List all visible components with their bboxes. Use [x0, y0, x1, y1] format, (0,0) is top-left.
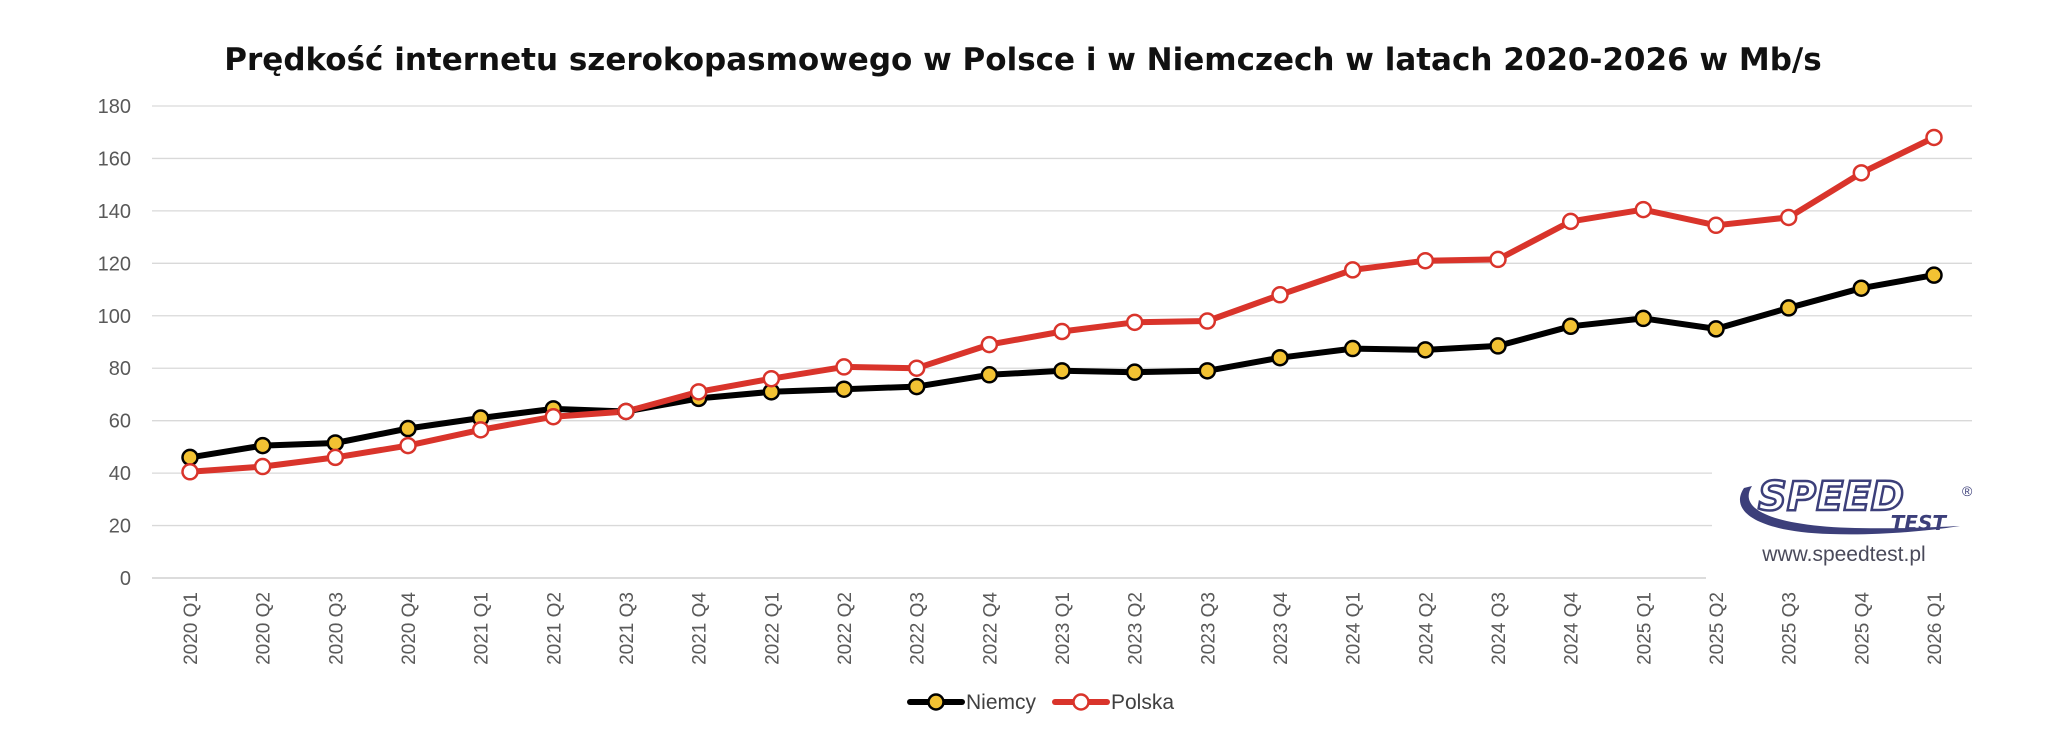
- data-point-niemcy: [1271, 348, 1289, 367]
- data-point-niemcy: [181, 448, 199, 467]
- legend-label-niemcy: Niemcy: [966, 691, 1037, 714]
- data-point-niemcy: [980, 366, 999, 384]
- x-tick-label: 2024 Q3: [1489, 592, 1510, 665]
- data-point-polska: [1852, 164, 1871, 182]
- data-point-niemcy: [1852, 279, 1871, 297]
- y-tick-label: 40: [109, 463, 131, 485]
- y-tick-label: 180: [98, 96, 131, 118]
- x-tick-label: 2022 Q4: [980, 592, 1001, 665]
- y-axis: 0 20 40 60 80 100 120 140 160 180: [98, 96, 131, 590]
- y-tick-label: 120: [98, 253, 131, 275]
- data-point-polska: [1561, 212, 1580, 231]
- data-point-niemcy: [1053, 362, 1071, 380]
- data-point-polska: [1416, 251, 1435, 270]
- data-point-niemcy: [1779, 299, 1798, 317]
- data-point-polska: [1707, 216, 1725, 235]
- data-point-niemcy: [1634, 309, 1653, 328]
- data-point-polska: [326, 448, 345, 467]
- data-point-polska: [762, 369, 781, 388]
- y-tick-label: 100: [98, 306, 131, 328]
- x-tick-label: 2025 Q1: [1634, 592, 1655, 665]
- logo-registered-mark: ®: [1962, 483, 1973, 499]
- series-lines: [187, 134, 1937, 475]
- data-point-polska: [544, 407, 563, 426]
- x-tick-label: 2023 Q3: [1198, 592, 1219, 665]
- data-point-polska: [181, 463, 199, 481]
- data-point-polska: [1271, 286, 1289, 304]
- data-point-polska: [253, 457, 272, 476]
- x-tick-label: 2024 Q4: [1562, 592, 1583, 665]
- x-tick-label: 2022 Q2: [835, 592, 856, 665]
- data-point-niemcy: [253, 436, 272, 455]
- data-point-niemcy: [1489, 337, 1507, 355]
- data-point-polska: [980, 335, 999, 354]
- x-tick-label: 2026 Q1: [1925, 592, 1946, 665]
- legend-marker-polska: [1072, 693, 1090, 711]
- logo-url: www.speedtest.pl: [1761, 543, 1925, 566]
- x-tick-label: 2021 Q4: [690, 592, 711, 665]
- speedtest-logo: SPEED TEST ® www.speedtest.pl: [1712, 470, 2012, 582]
- x-tick-label: 2021 Q1: [472, 592, 493, 665]
- data-point-niemcy: [1343, 339, 1362, 358]
- y-tick-label: 80: [109, 358, 131, 380]
- data-point-niemcy: [835, 380, 853, 398]
- logo-speed-text: SPEED: [1758, 474, 1904, 520]
- data-point-polska: [1779, 208, 1798, 227]
- series-markers: [181, 128, 1943, 481]
- data-point-polska: [399, 436, 417, 455]
- x-tick-label: 2024 Q2: [1416, 592, 1437, 665]
- x-tick-label: 2024 Q1: [1344, 592, 1365, 665]
- data-point-polska: [1489, 250, 1507, 269]
- x-tick-label: 2022 Q3: [908, 592, 929, 665]
- gridlines: [152, 105, 1972, 579]
- y-tick-label: 0: [120, 568, 131, 590]
- data-point-polska: [1125, 313, 1144, 332]
- data-point-polska: [1198, 312, 1217, 330]
- x-tick-label: 2023 Q4: [1271, 592, 1292, 665]
- data-point-polska: [907, 359, 926, 377]
- data-point-niemcy: [907, 377, 926, 396]
- data-point-niemcy: [326, 434, 345, 452]
- data-point-niemcy: [1925, 266, 1943, 284]
- legend-marker-niemcy: [927, 693, 945, 711]
- data-point-niemcy: [399, 419, 417, 438]
- chart-title: Prędkość internetu szerokopasmowego w Po…: [224, 42, 1821, 78]
- x-tick-label: 2023 Q2: [1126, 592, 1147, 665]
- y-tick-label: 60: [109, 411, 131, 433]
- x-tick-label: 2025 Q4: [1852, 592, 1873, 665]
- data-point-niemcy: [1707, 320, 1725, 338]
- data-point-niemcy: [1416, 341, 1435, 359]
- data-point-polska: [1053, 322, 1071, 341]
- x-tick-label: 2020 Q2: [254, 592, 275, 665]
- data-point-polska: [617, 402, 635, 421]
- y-tick-label: 20: [109, 516, 131, 538]
- y-tick-label: 140: [98, 201, 131, 223]
- data-point-polska: [689, 383, 708, 401]
- data-point-niemcy: [1561, 317, 1580, 336]
- y-tick-label: 160: [98, 148, 131, 170]
- x-tick-label: 2020 Q4: [399, 592, 420, 665]
- logo-test-text: TEST: [1891, 511, 1948, 535]
- data-point-niemcy: [1198, 362, 1217, 380]
- data-point-polska: [835, 358, 853, 376]
- x-tick-label: 2021 Q3: [617, 592, 638, 665]
- data-point-polska: [1634, 200, 1653, 219]
- x-axis: 2020 Q1 2020 Q2 2020 Q3 2020 Q4 2021 Q1 2021 …: [181, 592, 1946, 665]
- x-tick-label: 2025 Q2: [1707, 592, 1728, 665]
- x-tick-label: 2023 Q1: [1053, 592, 1074, 665]
- data-point-polska: [1343, 261, 1362, 279]
- data-point-polska: [471, 421, 490, 439]
- x-tick-label: 2020 Q3: [326, 592, 347, 665]
- legend: Niemcy Polska: [907, 691, 1174, 714]
- legend-label-polska: Polska: [1111, 691, 1174, 714]
- x-tick-label: 2025 Q3: [1780, 592, 1801, 665]
- x-tick-label: 2020 Q1: [181, 592, 202, 665]
- data-point-polska: [1925, 128, 1943, 147]
- data-point-niemcy: [1125, 363, 1144, 381]
- x-tick-label: 2022 Q1: [762, 592, 783, 665]
- x-tick-label: 2021 Q2: [544, 592, 565, 665]
